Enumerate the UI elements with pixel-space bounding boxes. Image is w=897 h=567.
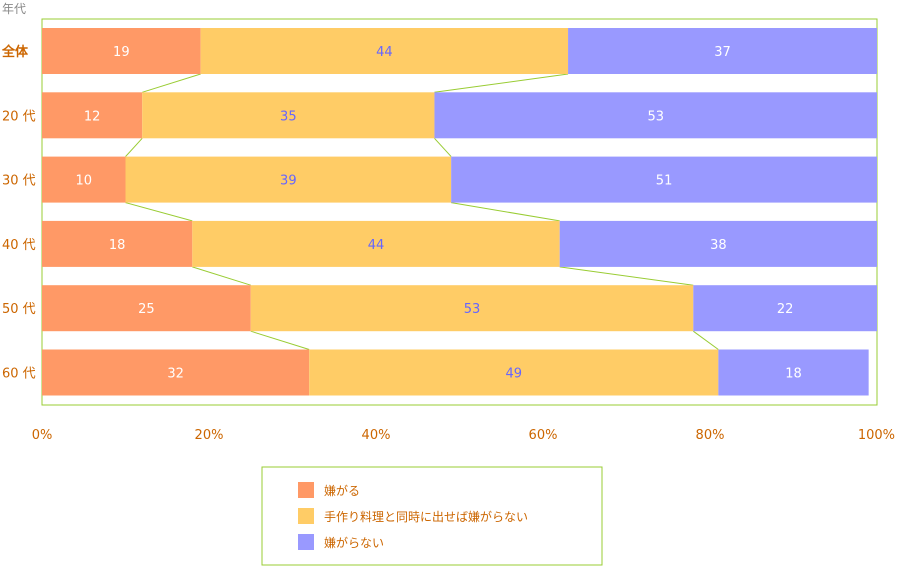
data-label: 22 [777, 302, 794, 317]
data-label: 44 [376, 45, 393, 60]
connector-line [250, 330, 310, 350]
data-label: 39 [280, 174, 297, 189]
x-tick-label: 60% [529, 428, 558, 443]
connector-line [434, 137, 452, 157]
plot-frame [41, 18, 878, 406]
connector-line [125, 202, 193, 222]
data-label: 51 [656, 174, 673, 189]
x-tick-labels: 0% 20% 40% 60% 80% 100% [32, 428, 895, 443]
bar-segment [42, 349, 310, 396]
bar-segment [42, 156, 126, 203]
bar-segment [718, 349, 869, 396]
data-label: 32 [167, 367, 184, 382]
data-label: 25 [138, 302, 155, 317]
bar-segment [125, 156, 452, 203]
bar-segment [693, 285, 877, 332]
category-label: 60 代 [2, 367, 36, 382]
x-tick-label: 80% [696, 428, 725, 443]
connector-line [559, 266, 694, 286]
x-tick-label: 0% [32, 428, 53, 443]
category-label: 50 代 [2, 302, 36, 317]
category-label: 全体 [1, 44, 29, 60]
data-label: 37 [714, 45, 731, 60]
category-labels: 全体 20 代 30 代 40 代 50 代 60 代 [1, 44, 36, 382]
legend-label: 手作り料理と同時に出せば嫌がらない [324, 509, 528, 524]
category-label: 40 代 [2, 238, 36, 253]
legend-box [261, 466, 603, 566]
data-label: 18 [785, 367, 802, 382]
bar-segment [451, 156, 877, 203]
data-label: 35 [280, 109, 297, 124]
legend-swatch [298, 482, 314, 498]
data-label: 18 [109, 238, 126, 253]
data-label: 44 [368, 238, 385, 253]
y-axis-title: 年代 [2, 2, 26, 16]
x-tick-label: 100% [858, 428, 895, 443]
data-label: 49 [506, 367, 523, 382]
category-label: 30 代 [2, 174, 36, 189]
data-label: 38 [710, 238, 727, 253]
connector-line [142, 73, 201, 93]
connector-line [125, 137, 143, 157]
legend-label: 嫌がらない [324, 535, 384, 550]
bar-segment [250, 285, 694, 332]
data-label: 12 [84, 109, 101, 124]
connector-line [693, 330, 719, 350]
bar-segment [568, 28, 877, 74]
x-tick-label: 20% [195, 428, 224, 443]
connector-line [192, 266, 251, 286]
data-label: 19 [113, 45, 130, 60]
legend-label: 嫌がる [324, 483, 360, 498]
legend-swatch [298, 508, 314, 524]
connector-lines [125, 73, 719, 350]
connector-line [451, 202, 560, 222]
bar-segment [42, 285, 251, 332]
bar-segment [559, 220, 877, 267]
legend-swatch [298, 534, 314, 550]
connector-line [434, 73, 569, 93]
bar-segment [200, 28, 569, 74]
bar-segment [42, 28, 201, 74]
data-label: 53 [647, 109, 664, 124]
category-label: 20 代 [2, 109, 36, 124]
bar-segment [434, 92, 877, 139]
bar-segment [42, 220, 193, 267]
bar-segment [309, 349, 719, 396]
bar-segment [192, 220, 560, 267]
data-label: 53 [464, 302, 481, 317]
x-tick-label: 40% [362, 428, 391, 443]
data-label: 10 [75, 174, 92, 189]
bars-group: 19 44 37 12 35 53 10 39 51 18 44 38 25 53 22 32 49 18 [42, 28, 877, 396]
bar-segment [42, 92, 143, 139]
bar-segment [142, 92, 435, 139]
